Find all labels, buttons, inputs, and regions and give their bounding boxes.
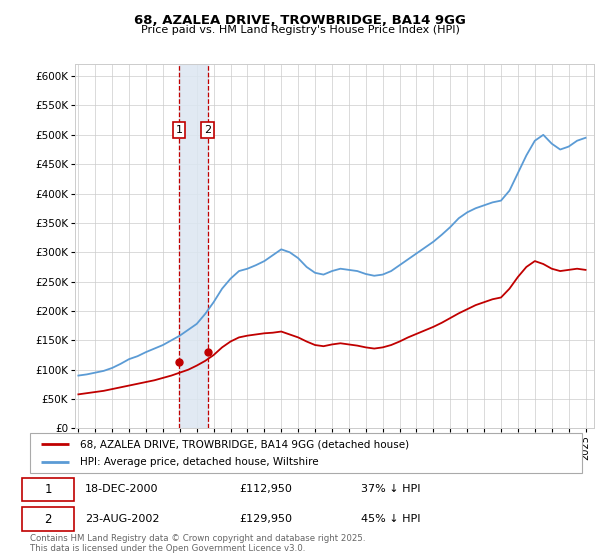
FancyBboxPatch shape <box>30 433 582 473</box>
Text: 68, AZALEA DRIVE, TROWBRIDGE, BA14 9GG (detached house): 68, AZALEA DRIVE, TROWBRIDGE, BA14 9GG (… <box>80 439 409 449</box>
Text: £129,950: £129,950 <box>240 514 293 524</box>
FancyBboxPatch shape <box>22 507 74 531</box>
Text: 2: 2 <box>44 512 52 526</box>
Text: Price paid vs. HM Land Registry's House Price Index (HPI): Price paid vs. HM Land Registry's House … <box>140 25 460 35</box>
Text: HPI: Average price, detached house, Wiltshire: HPI: Average price, detached house, Wilt… <box>80 457 319 467</box>
Text: Contains HM Land Registry data © Crown copyright and database right 2025.
This d: Contains HM Land Registry data © Crown c… <box>30 534 365 553</box>
Text: 1: 1 <box>176 125 182 135</box>
Text: 2: 2 <box>204 125 211 135</box>
Text: 37% ↓ HPI: 37% ↓ HPI <box>361 484 421 494</box>
Text: 1: 1 <box>44 483 52 496</box>
Text: 18-DEC-2000: 18-DEC-2000 <box>85 484 158 494</box>
Text: £112,950: £112,950 <box>240 484 293 494</box>
FancyBboxPatch shape <box>22 478 74 501</box>
Text: 68, AZALEA DRIVE, TROWBRIDGE, BA14 9GG: 68, AZALEA DRIVE, TROWBRIDGE, BA14 9GG <box>134 14 466 27</box>
Text: 45% ↓ HPI: 45% ↓ HPI <box>361 514 421 524</box>
Text: 23-AUG-2002: 23-AUG-2002 <box>85 514 160 524</box>
Bar <box>179 64 208 428</box>
